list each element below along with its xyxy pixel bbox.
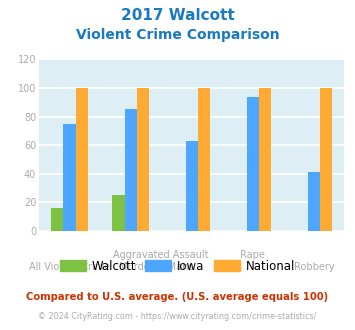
Text: © 2024 CityRating.com - https://www.cityrating.com/crime-statistics/: © 2024 CityRating.com - https://www.city… <box>38 312 317 321</box>
Bar <box>247 97 259 231</box>
Bar <box>308 172 320 231</box>
Bar <box>64 124 76 231</box>
Bar <box>320 88 332 231</box>
Text: Murder & Mans...: Murder & Mans... <box>119 262 203 273</box>
Text: Aggravated Assault: Aggravated Assault <box>113 249 209 260</box>
Text: Rape: Rape <box>240 249 265 260</box>
Legend: Walcott, Iowa, National: Walcott, Iowa, National <box>55 255 300 278</box>
Bar <box>186 141 198 231</box>
Text: 2017 Walcott: 2017 Walcott <box>121 8 234 23</box>
Bar <box>51 208 64 231</box>
Text: Compared to U.S. average. (U.S. average equals 100): Compared to U.S. average. (U.S. average … <box>26 292 329 302</box>
Text: Robbery: Robbery <box>294 262 334 273</box>
Bar <box>137 88 149 231</box>
Bar <box>112 195 125 231</box>
Text: Violent Crime Comparison: Violent Crime Comparison <box>76 28 279 42</box>
Bar <box>76 88 88 231</box>
Bar <box>259 88 271 231</box>
Bar <box>125 110 137 231</box>
Text: All Violent Crime: All Violent Crime <box>29 262 110 273</box>
Bar <box>198 88 210 231</box>
